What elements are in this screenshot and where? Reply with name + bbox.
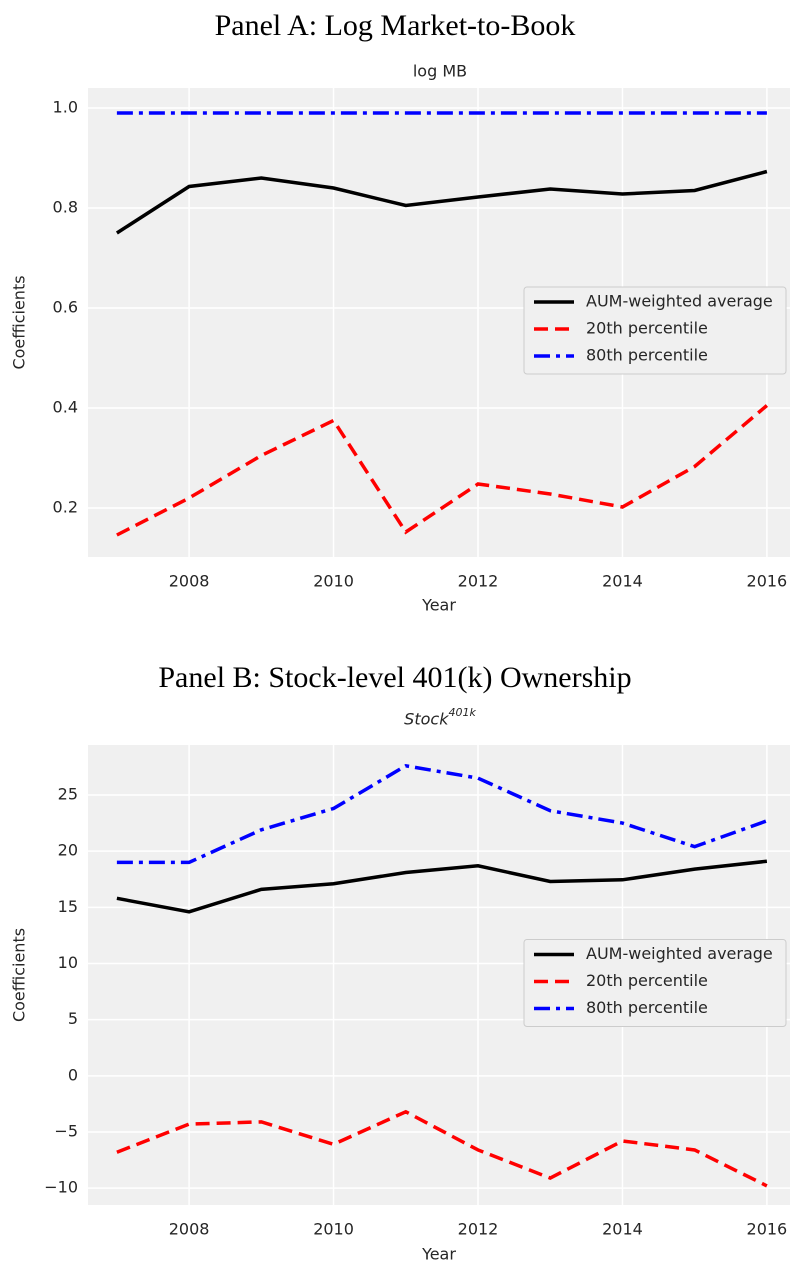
line-series bbox=[116, 1109, 768, 1188]
y-tick-label: 20 bbox=[58, 841, 78, 860]
y-tick-label: 1.0 bbox=[53, 98, 78, 117]
panel-title: Panel B: Stock-level 401(k) Ownership bbox=[158, 661, 631, 694]
y-axis-label: Coefficients bbox=[10, 275, 29, 369]
y-axis-label: Coefficients bbox=[10, 928, 29, 1022]
line-series bbox=[116, 859, 768, 914]
y-tick-label: 15 bbox=[58, 897, 78, 916]
x-axis-label: Year bbox=[421, 1245, 456, 1264]
y-tick-label: −10 bbox=[44, 1178, 78, 1197]
line-series bbox=[116, 404, 769, 537]
legend-label: 20th percentile bbox=[586, 971, 708, 990]
legend-label: AUM-weighted average bbox=[586, 944, 773, 963]
y-tick-label: 0.2 bbox=[53, 498, 78, 517]
x-tick-label: 2010 bbox=[313, 1220, 354, 1239]
x-tick-label: 2014 bbox=[602, 1220, 643, 1239]
panel-title: Panel A: Log Market-to-Book bbox=[215, 9, 576, 42]
subtitle-superscript: 401k bbox=[448, 706, 476, 719]
y-tick-label: 0.6 bbox=[53, 298, 78, 317]
x-tick-label: 2010 bbox=[313, 572, 354, 591]
x-tick-label: 2014 bbox=[602, 572, 643, 591]
line-series bbox=[116, 763, 768, 865]
y-tick-label: 10 bbox=[58, 953, 78, 972]
subtitle: log MB bbox=[413, 62, 467, 81]
y-tick-label: −5 bbox=[54, 1121, 78, 1140]
legend-label: AUM-weighted average bbox=[586, 292, 773, 311]
y-tick-label: 0.8 bbox=[53, 198, 78, 217]
line-series bbox=[115, 169, 768, 235]
y-tick-label: 0.4 bbox=[53, 398, 78, 417]
x-tick-label: 2016 bbox=[747, 572, 788, 591]
legend-box bbox=[523, 286, 787, 375]
legend-box bbox=[523, 939, 787, 1027]
legend-label: 80th percentile bbox=[586, 346, 708, 365]
y-tick-label: 5 bbox=[68, 1009, 78, 1028]
y-tick-label: 25 bbox=[58, 784, 78, 803]
y-tick-label: 0 bbox=[68, 1065, 78, 1084]
x-tick-label: 2012 bbox=[458, 1220, 499, 1239]
legend-label: 80th percentile bbox=[586, 998, 708, 1017]
x-axis-label: Year bbox=[421, 596, 456, 615]
legend-label: 20th percentile bbox=[586, 319, 708, 338]
subtitle: Stock401k bbox=[404, 706, 476, 729]
x-tick-label: 2012 bbox=[458, 572, 499, 591]
x-tick-label: 2016 bbox=[747, 1220, 788, 1239]
x-tick-label: 2008 bbox=[169, 572, 210, 591]
x-tick-label: 2008 bbox=[169, 1220, 210, 1239]
